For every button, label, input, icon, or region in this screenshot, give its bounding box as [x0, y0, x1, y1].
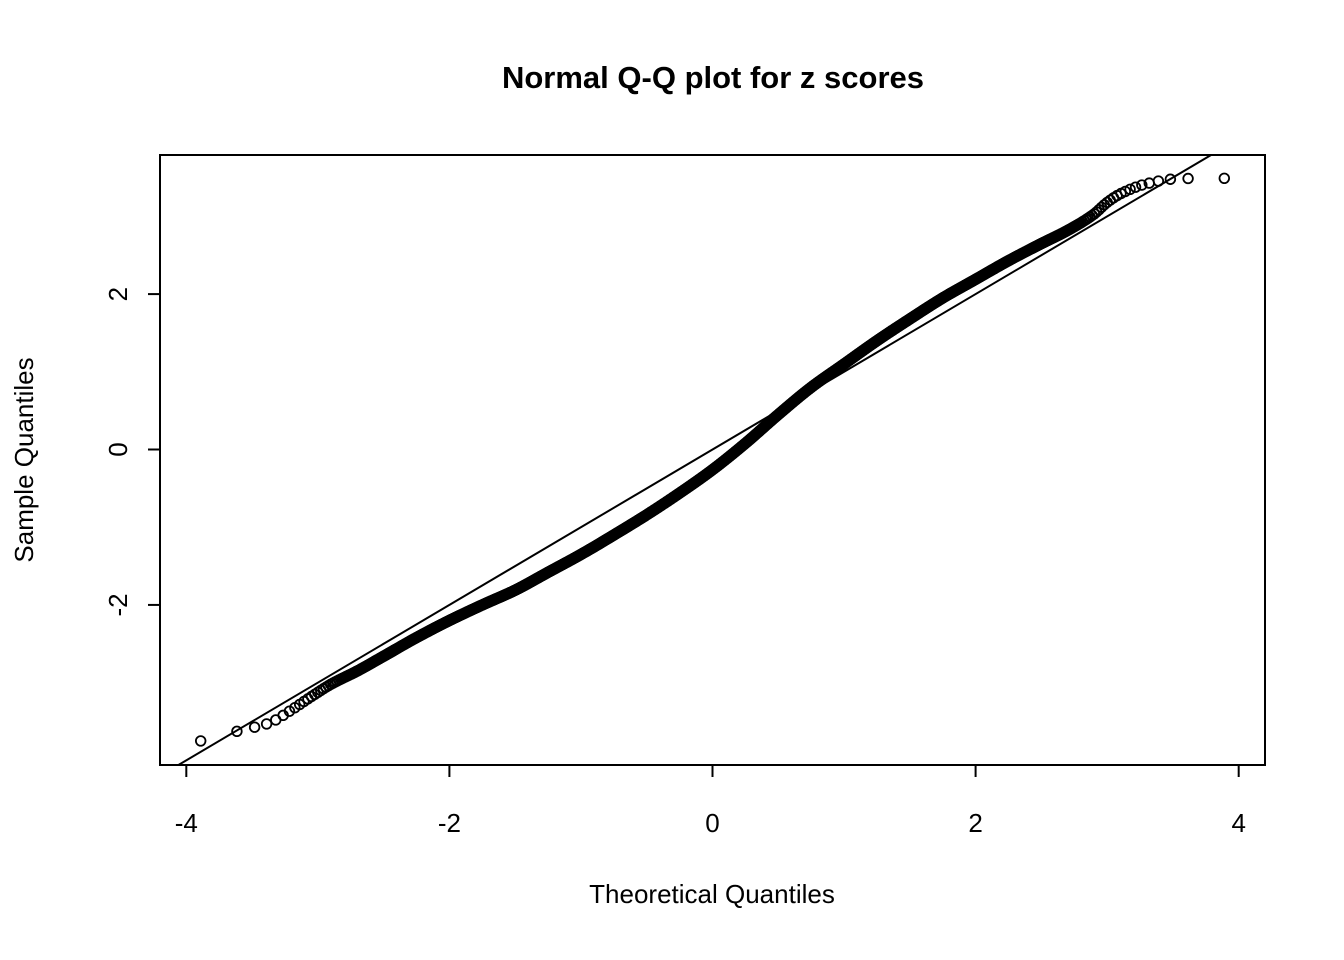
qq-point [231, 725, 243, 738]
qq-points-layer [194, 172, 1231, 747]
x-axis-tick-label: 0 [705, 808, 719, 838]
x-axis-label: Theoretical Quantiles [589, 879, 835, 909]
x-axis-tick-label: 4 [1231, 808, 1245, 838]
qq-point [260, 718, 273, 730]
qq-point [1136, 179, 1148, 191]
plot-box [159, 154, 1266, 766]
qq-point [194, 735, 207, 747]
qq-reference-line [177, 154, 1212, 766]
qq-point [1124, 183, 1136, 196]
qq-point [248, 721, 261, 733]
chart-title: Normal Q-Q plot for z scores [502, 60, 924, 95]
y-axis-label: Sample Quantiles [9, 357, 39, 562]
x-axis-tick-label: -2 [438, 808, 461, 838]
y-axis-tick-label: 0 [103, 442, 133, 456]
axis-tick-labels-layer: -4 -2 0 2 4 -2 0 2 [103, 287, 1246, 838]
reference-line-layer [177, 154, 1212, 766]
x-axis-tick-label: 2 [968, 808, 982, 838]
x-axis-tick-label: -4 [175, 808, 198, 838]
qq-point [1182, 172, 1194, 185]
qq-point [1218, 172, 1231, 185]
y-axis-tick-label: 2 [103, 287, 133, 301]
qq-point [1164, 173, 1177, 185]
axis-ticks-layer [148, 293, 1240, 777]
qq-point [1129, 181, 1142, 193]
y-axis-tick-label: -2 [103, 593, 133, 616]
